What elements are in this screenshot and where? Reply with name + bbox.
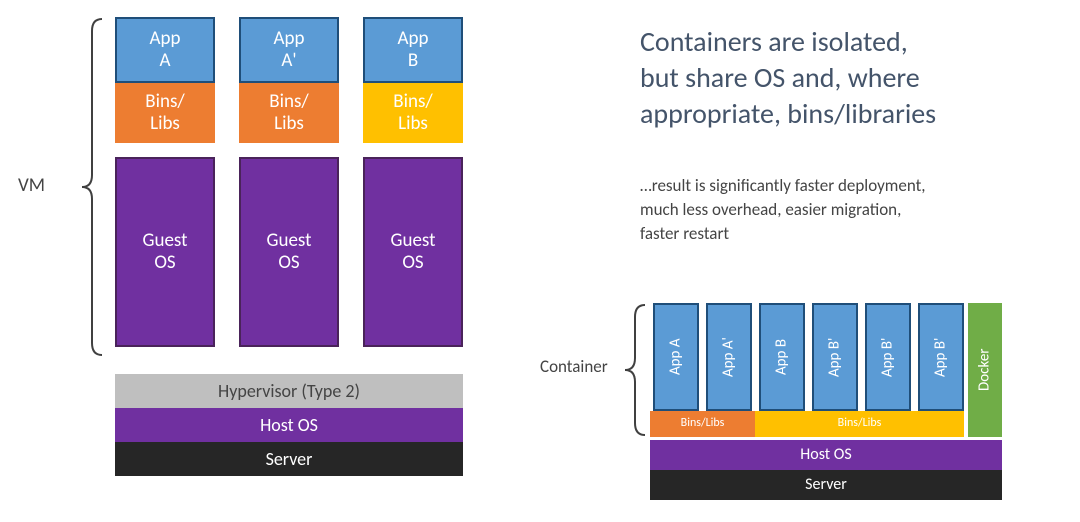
ct-app-4: App B' [865, 303, 911, 411]
ct-app-5: App B' [918, 303, 964, 411]
ct-app-1: App A' [706, 303, 752, 411]
vm-label: VM [18, 174, 45, 197]
vm-hypervisor: Hypervisor (Type 2) [115, 374, 463, 408]
ct-bins-1: Bins/Libs [650, 411, 755, 437]
vm-app-2: App B [363, 17, 463, 83]
ct-app-0: App A [653, 303, 699, 411]
ct-server: Server [650, 470, 1002, 500]
ct-brace [623, 303, 647, 437]
vm-bins-2: Bins/ Libs [363, 83, 463, 143]
vm-server: Server [115, 442, 463, 476]
ct-hostos: Host OS [650, 440, 1002, 470]
vm-hostos: Host OS [115, 408, 463, 442]
ct-bins-2: Bins/Libs [755, 411, 964, 437]
vm-bins-0: Bins/ Libs [115, 83, 215, 143]
vm-guestos-1: Guest OS [239, 157, 339, 347]
vm-app-1: App A' [239, 17, 339, 83]
ct-app-3: App B' [812, 303, 858, 411]
vm-brace [80, 17, 104, 357]
container-label: Container [540, 356, 608, 377]
ct-docker: Docker [968, 303, 1002, 437]
vm-guestos-0: Guest OS [115, 157, 215, 347]
container-heading: Containers are isolated, but share OS an… [640, 24, 936, 131]
vm-bins-1: Bins/ Libs [239, 83, 339, 143]
container-subtext: …result is significantly faster deployme… [640, 174, 926, 245]
ct-app-2: App B [759, 303, 805, 411]
vm-app-0: App A [115, 17, 215, 83]
vm-guestos-2: Guest OS [363, 157, 463, 347]
